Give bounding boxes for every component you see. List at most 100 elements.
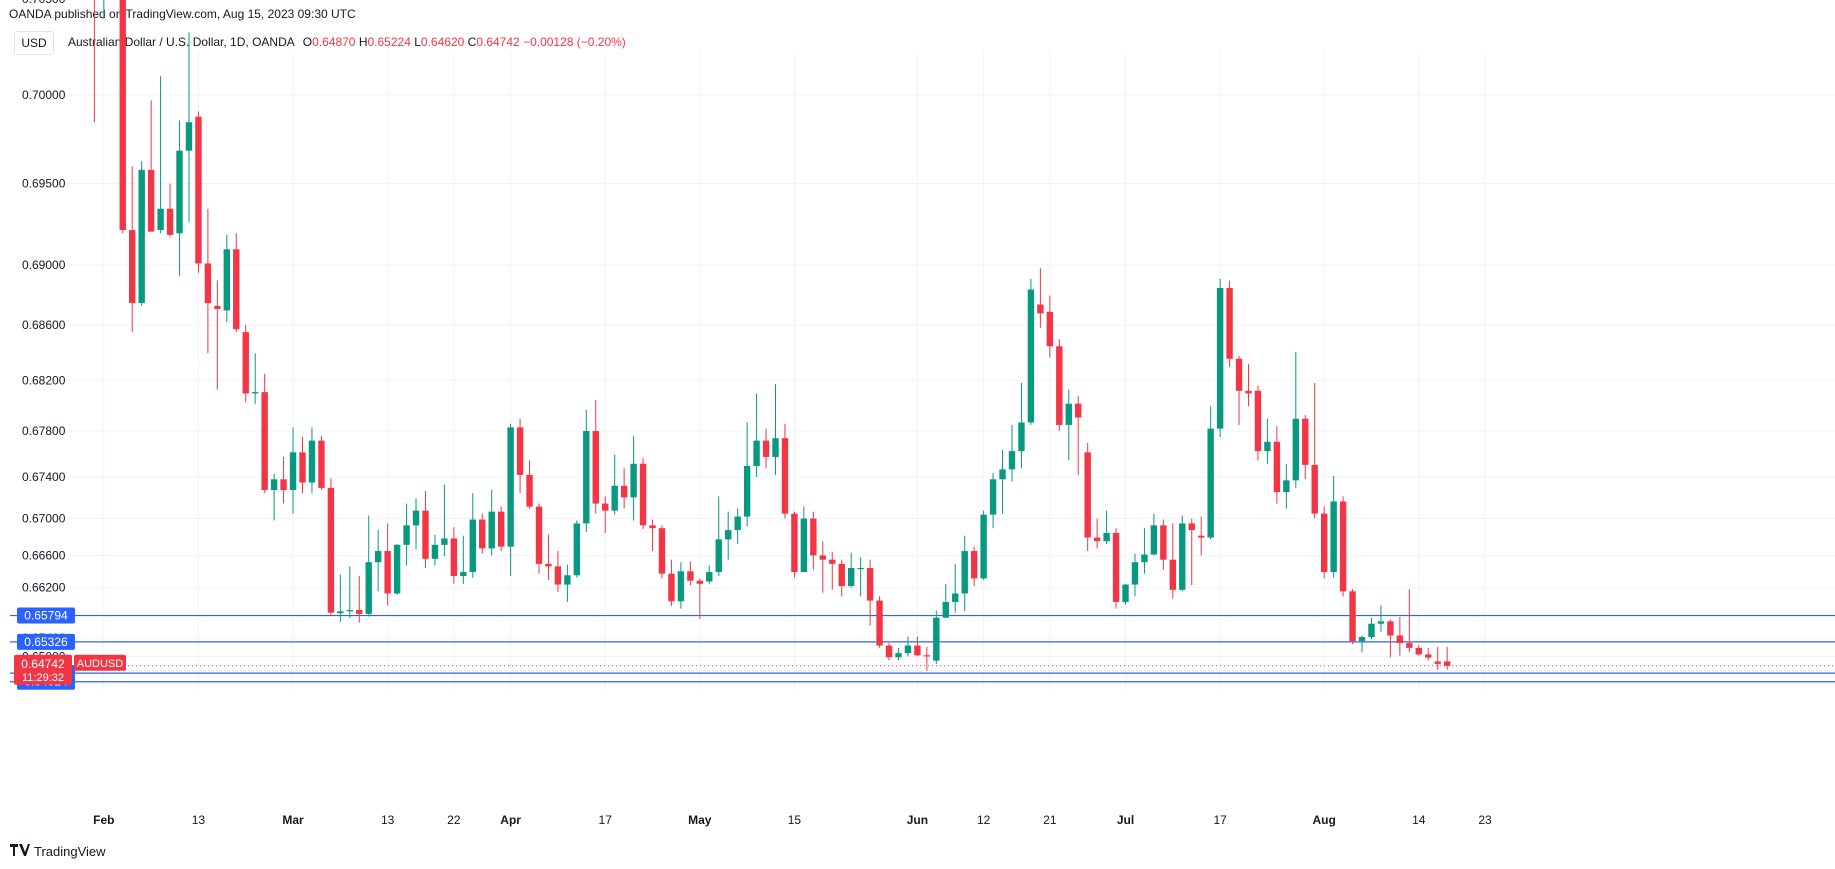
candle-up[interactable] — [1330, 476, 1337, 578]
candle-up[interactable] — [1283, 463, 1290, 509]
candle-up[interactable] — [223, 234, 231, 323]
candle-down[interactable] — [1320, 506, 1328, 579]
horizontal-levels[interactable] — [10, 614, 1835, 683]
candle-up[interactable] — [753, 393, 760, 478]
candle-down[interactable] — [1245, 364, 1252, 407]
candle-up[interactable] — [1368, 617, 1375, 640]
candle-down[interactable] — [327, 478, 335, 616]
candle-up[interactable] — [365, 515, 372, 617]
candle-down[interactable] — [658, 525, 666, 579]
candle-up[interactable] — [138, 161, 145, 306]
candle-down[interactable] — [516, 418, 524, 494]
candle-up[interactable] — [441, 484, 448, 557]
candle-up[interactable] — [488, 490, 495, 556]
candle-down[interactable] — [1273, 426, 1281, 504]
candle-down[interactable] — [923, 646, 931, 671]
candle-up[interactable] — [989, 472, 997, 529]
candle-down[interactable] — [1339, 496, 1347, 597]
candle-down[interactable] — [233, 233, 240, 333]
candle-up[interactable] — [1131, 553, 1139, 597]
candle-down[interactable] — [876, 596, 883, 648]
candle-down[interactable] — [620, 468, 628, 509]
candle-up[interactable] — [176, 120, 183, 276]
candle-down[interactable] — [204, 208, 212, 354]
candle-down[interactable] — [526, 460, 533, 509]
candle-down[interactable] — [1160, 519, 1167, 570]
candle-up[interactable] — [706, 565, 713, 584]
candle-down[interactable] — [1311, 382, 1318, 519]
candle-down[interactable] — [1415, 645, 1422, 656]
candle-down[interactable] — [119, 0, 126, 234]
candle-up[interactable] — [734, 508, 741, 544]
candle-down[interactable] — [129, 166, 136, 333]
candle-down[interactable] — [1056, 339, 1063, 432]
candle-up[interactable] — [346, 566, 353, 619]
candle-up[interactable] — [942, 583, 949, 619]
candle-up[interactable] — [393, 543, 401, 595]
candle-down[interactable] — [356, 576, 363, 623]
candle-up[interactable] — [564, 564, 571, 602]
candle-down[interactable] — [1084, 442, 1091, 552]
candle-up[interactable] — [507, 423, 514, 577]
currency-button[interactable]: USD — [14, 31, 54, 55]
candle-down[interactable] — [147, 100, 155, 232]
candle-down[interactable] — [1046, 295, 1054, 358]
candle-down[interactable] — [261, 373, 268, 494]
candle-up[interactable] — [289, 427, 297, 514]
candle-down[interactable] — [885, 643, 893, 661]
candle-down[interactable] — [91, 0, 97, 123]
candle-up[interactable] — [1292, 351, 1299, 488]
candle-up[interactable] — [800, 506, 808, 573]
candle-down[interactable] — [696, 578, 704, 619]
candle-up[interactable] — [1065, 389, 1072, 461]
candle-up[interactable] — [1358, 635, 1366, 653]
candle-down[interactable] — [810, 511, 817, 570]
candle-up[interactable] — [469, 493, 476, 578]
time-axis[interactable]: Feb 13 Mar 13 22 Apr 17 May 15 Jun 12 21 Jul 17 Aug 14 2… — [93, 813, 1492, 827]
candle-down[interactable] — [1235, 355, 1243, 425]
candle-down[interactable] — [1254, 385, 1262, 461]
candle-down[interactable] — [1169, 523, 1177, 599]
candle-down[interactable] — [280, 456, 287, 504]
candle-up[interactable] — [1008, 424, 1016, 482]
candle-down[interactable] — [602, 496, 609, 533]
candle-up[interactable] — [185, 32, 193, 222]
candle-up[interactable] — [904, 636, 912, 657]
candle-down[interactable] — [166, 183, 174, 237]
candle-up[interactable] — [1216, 278, 1224, 438]
candle-up[interactable] — [1027, 278, 1035, 425]
candle-up[interactable] — [1141, 528, 1148, 574]
candle-down[interactable] — [838, 559, 845, 597]
candle-up[interactable] — [157, 76, 164, 234]
candle-down[interactable] — [554, 551, 562, 593]
candle-down[interactable] — [1349, 589, 1356, 645]
candle-up[interactable] — [999, 450, 1006, 514]
candles[interactable] — [63, 0, 1451, 671]
candle-down[interactable] — [1198, 516, 1205, 556]
candle-up[interactable] — [1264, 418, 1271, 464]
candle-down[interactable] — [1037, 268, 1044, 328]
candle-up[interactable] — [101, 0, 107, 19]
candle-up[interactable] — [337, 574, 344, 622]
candle-up[interactable] — [431, 534, 439, 566]
candle-up[interactable] — [1103, 510, 1110, 544]
candle-down[interactable] — [1425, 647, 1432, 661]
candle-up[interactable] — [374, 530, 382, 592]
candle-up[interactable] — [1122, 583, 1129, 605]
candle-down[interactable] — [866, 559, 874, 626]
candle-up[interactable] — [857, 557, 864, 597]
candle-down[interactable] — [687, 561, 694, 586]
candle-down[interactable] — [497, 506, 505, 552]
candle-down[interactable] — [535, 503, 543, 574]
candle-down[interactable] — [299, 437, 306, 494]
candle-down[interactable] — [1112, 528, 1120, 609]
candle-down[interactable] — [1406, 589, 1413, 653]
candle-up[interactable] — [980, 510, 987, 580]
candle-up[interactable] — [611, 454, 618, 515]
candle-down[interactable] — [829, 551, 836, 590]
candle-down[interactable] — [668, 559, 675, 607]
price-axis[interactable]: 0.720000.715000.710000.705000.700000.695… — [22, 0, 66, 684]
candle-down[interactable] — [762, 428, 770, 469]
candle-down[interactable] — [970, 546, 978, 587]
